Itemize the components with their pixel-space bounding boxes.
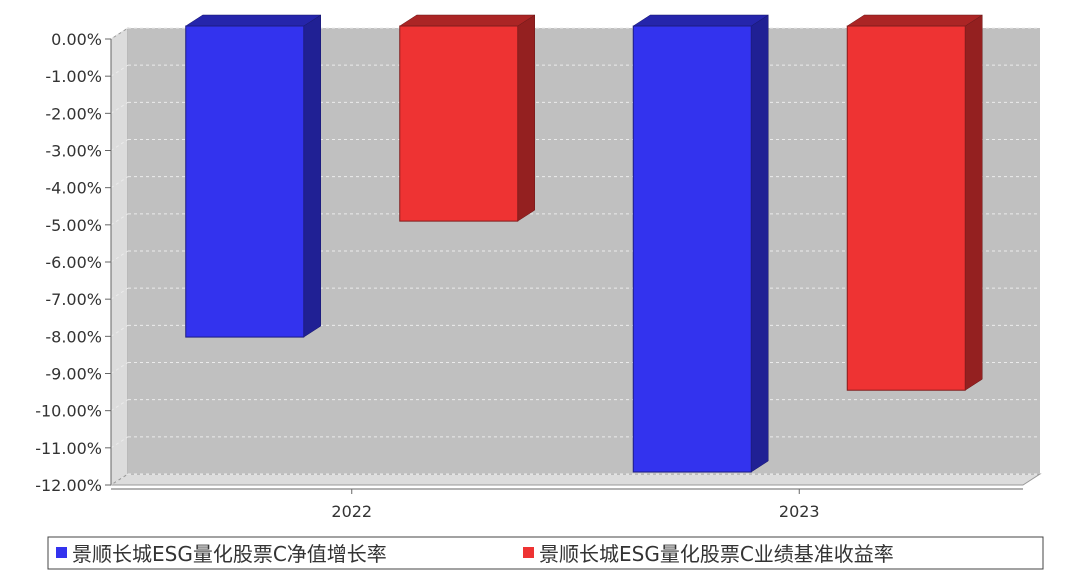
y-tick-label: -11.00% (35, 439, 102, 458)
y-tick-label: -5.00% (45, 216, 102, 235)
x-axis: 2022 2023 (111, 488, 1023, 521)
y-tick-label: -3.00% (45, 142, 102, 161)
legend-swatch-series-1 (523, 547, 534, 558)
bar-2023-series-0 (632, 14, 770, 473)
x-tick-label: 2022 (331, 502, 372, 521)
y-tick-label: -4.00% (45, 179, 102, 198)
plot-left-wall (110, 27, 129, 486)
y-tick-label: -7.00% (45, 290, 102, 309)
y-tick-label: -9.00% (45, 365, 102, 384)
bar-2022-series-0 (184, 14, 322, 338)
legend: 景顺长城ESG量化股票C净值增长率 景顺长城ESG量化股票C业绩基准收益率 (47, 536, 1044, 570)
y-tick-label: -12.00% (35, 476, 102, 495)
bar-2023-series-1 (846, 14, 984, 391)
y-tick-label: -6.00% (45, 253, 102, 272)
y-tick-label: -8.00% (45, 327, 102, 346)
y-axis: 0.00% -1.00% -2.00% -3.00% -4.00% -5.00% -6.00… (35, 30, 112, 495)
y-tick-label: -2.00% (45, 104, 102, 123)
legend-label-series-0: 景顺长城ESG量化股票C净值增长率 (72, 542, 387, 566)
legend-swatch-series-0 (56, 547, 67, 558)
plot-floor (109, 473, 1042, 486)
legend-label-series-1: 景顺长城ESG量化股票C业绩基准收益率 (539, 542, 894, 566)
x-tick-label: 2023 (779, 502, 820, 521)
bar-2022-series-1 (398, 14, 536, 222)
y-tick-label: -10.00% (35, 402, 102, 421)
legend-border (47, 536, 1044, 570)
bars (184, 14, 984, 473)
y-tick-label: 0.00% (51, 30, 102, 49)
y-tick-label: -1.00% (45, 67, 102, 86)
